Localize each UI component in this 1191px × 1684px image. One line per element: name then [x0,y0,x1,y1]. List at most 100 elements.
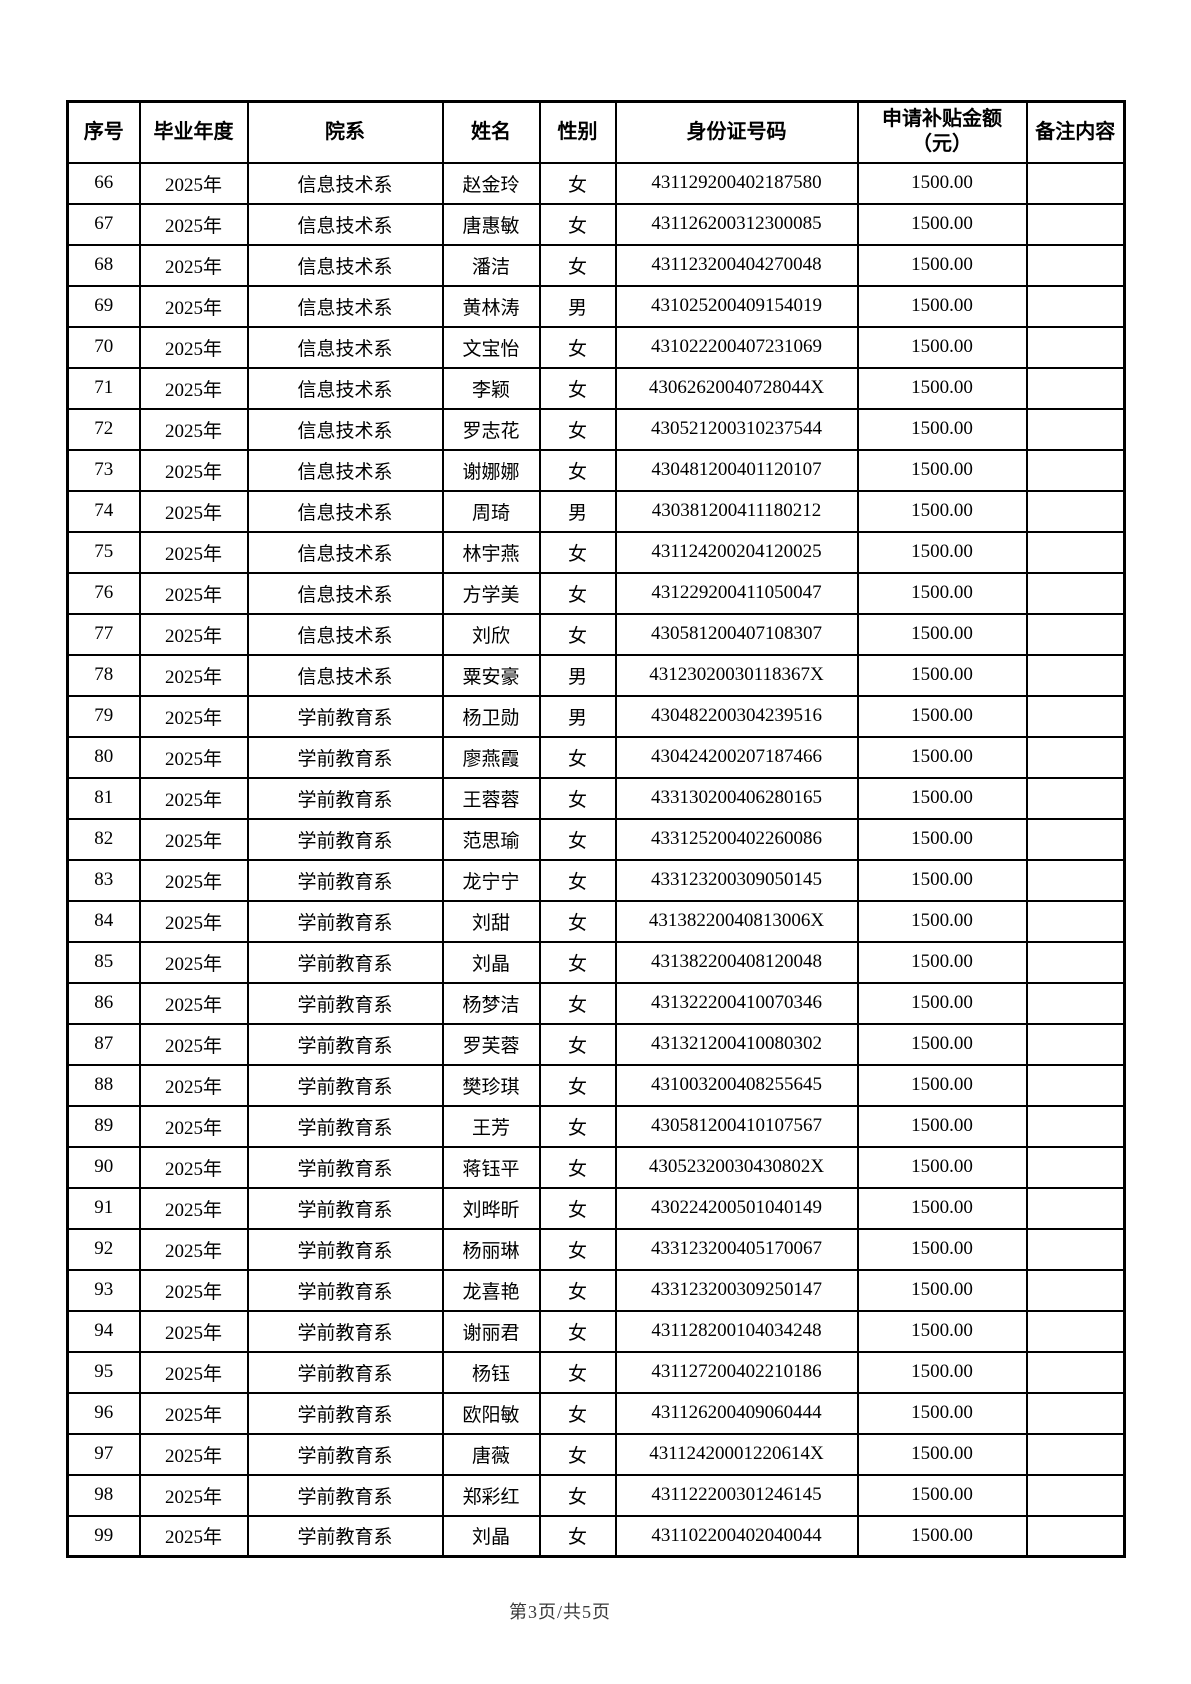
table-header-row: 序号 毕业年度 院系 姓名 性别 身份证号码 申请补贴金额 （元） 备注内容 [66,100,1126,164]
cell-year: 2025年 [138,489,249,533]
cell-serial: 82 [66,817,141,861]
cell-serial: 67 [66,202,141,246]
cell-remark [1025,161,1126,205]
cell-name: 唐惠敏 [441,202,541,246]
table-row: 72 2025年 信息技术系 罗志花女 430521200310237544 1500.0… [66,407,1126,451]
cell-department: 信息技术系 [246,612,444,656]
cell-name: 杨卫勋 [441,694,541,738]
cell-amount: 1500.00 [856,1432,1028,1476]
cell-name: 郑彩红 [441,1473,541,1517]
cell-year: 2025年 [138,1104,249,1148]
cell-gender: 女 [538,1268,617,1312]
cell-remark [1025,325,1126,369]
cell-amount: 1500.00 [856,243,1028,287]
cell-gender: 女 [538,899,617,943]
cell-serial: 68 [66,243,141,287]
cell-amount: 1500.00 [856,981,1028,1025]
cell-name: 谢娜娜 [441,448,541,492]
cell-gender: 女 [538,1350,617,1394]
cell-id-number: 431123200404270048 [614,243,859,287]
cell-name: 范思瑜 [441,817,541,861]
cell-gender: 女 [538,1514,617,1558]
cell-serial: 71 [66,366,141,410]
cell-id-number: 431022200407231069 [614,325,859,369]
cell-serial: 69 [66,284,141,328]
cell-gender: 女 [538,530,617,574]
cell-amount: 1500.00 [856,1022,1028,1066]
cell-id-number: 431127200402210186 [614,1350,859,1394]
cell-remark [1025,653,1126,697]
cell-name: 谢丽君 [441,1309,541,1353]
table-row: 80 2025年 学前教育系 廖燕霞女 430424200207187466 1500.0… [66,735,1126,779]
cell-name: 王芳 [441,1104,541,1148]
cell-name: 廖燕霞 [441,735,541,779]
cell-year: 2025年 [138,899,249,943]
table-row: 67 2025年 信息技术系 唐惠敏女 431126200312300085 1500.0… [66,202,1126,246]
cell-gender: 女 [538,407,617,451]
cell-name: 蒋钰平 [441,1145,541,1189]
table-row: 79 2025年 学前教育系 杨卫勋男 430482200304239516 1500.0… [66,694,1126,738]
cell-year: 2025年 [138,1473,249,1517]
cell-name: 刘甜 [441,899,541,943]
table-row: 97 2025年 学前教育系 唐薇女 43112420001220614X 1500.00 [66,1432,1126,1476]
cell-remark [1025,817,1126,861]
table-row: 84 2025年 学前教育系 刘甜女 43138220040813006X 1500.00 [66,899,1126,943]
cell-amount: 1500.00 [856,571,1028,615]
cell-amount: 1500.00 [856,653,1028,697]
cell-year: 2025年 [138,1022,249,1066]
cell-serial: 92 [66,1227,141,1271]
cell-year: 2025年 [138,694,249,738]
cell-remark [1025,489,1126,533]
cell-serial: 97 [66,1432,141,1476]
cell-gender: 女 [538,325,617,369]
cell-remark [1025,284,1126,328]
cell-gender: 女 [538,940,617,984]
cell-name: 刘晶 [441,940,541,984]
cell-department: 信息技术系 [246,448,444,492]
cell-department: 学前教育系 [246,735,444,779]
cell-gender: 女 [538,1473,617,1517]
cell-serial: 81 [66,776,141,820]
cell-year: 2025年 [138,940,249,984]
cell-department: 学前教育系 [246,940,444,984]
cell-id-number: 431322200410070346 [614,981,859,1025]
table-row: 85 2025年 学前教育系 刘晶女 431382200408120048 1500.00 [66,940,1126,984]
cell-serial: 79 [66,694,141,738]
table-row: 87 2025年 学前教育系 罗芙蓉女 431321200410080302 1500.0… [66,1022,1126,1066]
cell-name: 方学美 [441,571,541,615]
cell-amount: 1500.00 [856,776,1028,820]
cell-gender: 男 [538,489,617,533]
cell-serial: 99 [66,1514,141,1558]
cell-remark [1025,1145,1126,1189]
cell-year: 2025年 [138,530,249,574]
cell-amount: 1500.00 [856,284,1028,328]
cell-department: 信息技术系 [246,161,444,205]
cell-remark [1025,1432,1126,1476]
cell-year: 2025年 [138,243,249,287]
cell-year: 2025年 [138,817,249,861]
cell-amount: 1500.00 [856,1227,1028,1271]
cell-id-number: 431025200409154019 [614,284,859,328]
cell-id-number: 431382200408120048 [614,940,859,984]
cell-amount: 1500.00 [856,325,1028,369]
cell-serial: 74 [66,489,141,533]
cell-id-number: 433125200402260086 [614,817,859,861]
cell-year: 2025年 [138,1350,249,1394]
cell-amount: 1500.00 [856,858,1028,902]
cell-year: 2025年 [138,325,249,369]
cell-department: 学前教育系 [246,1022,444,1066]
cell-name: 唐薇 [441,1432,541,1476]
cell-id-number: 431124200204120025 [614,530,859,574]
col-header-department: 院系 [246,100,444,164]
cell-id-number: 431229200411050047 [614,571,859,615]
cell-amount: 1500.00 [856,448,1028,492]
cell-amount: 1500.00 [856,1186,1028,1230]
cell-department: 信息技术系 [246,407,444,451]
cell-department: 信息技术系 [246,571,444,615]
cell-year: 2025年 [138,366,249,410]
cell-name: 刘欣 [441,612,541,656]
cell-gender: 女 [538,1391,617,1435]
cell-year: 2025年 [138,1145,249,1189]
cell-remark [1025,366,1126,410]
cell-amount: 1500.00 [856,1063,1028,1107]
